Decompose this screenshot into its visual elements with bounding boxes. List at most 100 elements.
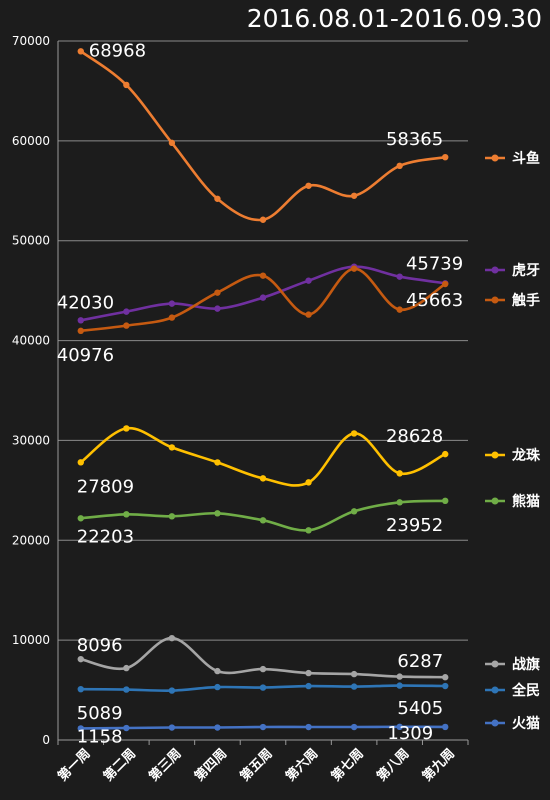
data-point (168, 139, 176, 147)
data-point (259, 665, 267, 673)
data-point (123, 664, 130, 672)
data-point (168, 513, 176, 520)
data-point (168, 687, 176, 694)
data-point (350, 683, 358, 690)
x-tick-label: 第三周 (146, 746, 185, 785)
data-point (123, 686, 130, 693)
data-label: 28628 (386, 426, 443, 447)
data-point (123, 425, 130, 432)
data-label: 40976 (57, 345, 114, 366)
legend-marker (491, 660, 499, 668)
data-label: 45663 (406, 290, 463, 311)
x-tick-label: 第五周 (237, 746, 276, 785)
data-point (77, 685, 84, 693)
y-tick-label: 20000 (12, 533, 50, 547)
data-point (350, 508, 358, 515)
data-point (305, 277, 312, 284)
data-point (442, 497, 449, 505)
data-point (214, 459, 221, 466)
data-point (259, 294, 267, 301)
data-point (77, 725, 84, 732)
data-label: 45739 (406, 253, 463, 274)
legend-marker (491, 497, 499, 505)
data-point (123, 308, 130, 315)
chart-title: 2016.08.01-2016.09.30 (246, 4, 542, 33)
data-point (305, 182, 312, 189)
data-label: 1309 (387, 723, 433, 744)
legend-label: 虎牙 (512, 262, 540, 279)
data-point (350, 265, 358, 272)
data-point (259, 216, 267, 223)
legend-marker (491, 719, 499, 727)
data-point (396, 273, 403, 280)
data-label: 5405 (397, 698, 443, 719)
x-tick-label: 第二周 (100, 746, 139, 785)
data-point (214, 667, 221, 675)
data-point (442, 450, 449, 458)
data-point (305, 527, 312, 534)
x-tick-label: 第一周 (55, 746, 94, 785)
data-point (214, 195, 221, 202)
data-label: 1158 (77, 726, 123, 747)
data-point (442, 723, 449, 731)
data-point (77, 655, 84, 663)
data-point (442, 674, 449, 681)
data-label: 6287 (397, 651, 443, 672)
legend-item: 龙珠 (485, 447, 541, 464)
data-point (214, 510, 221, 517)
data-point (77, 317, 84, 324)
x-tick-label: 第六周 (282, 746, 321, 785)
data-point (123, 322, 130, 329)
x-tick-label: 第八周 (374, 746, 413, 785)
data-point (123, 724, 130, 732)
x-tick-label: 第七周 (328, 746, 367, 785)
data-point (396, 470, 403, 477)
legend-label: 战旗 (512, 656, 540, 673)
data-point (123, 511, 130, 518)
data-point (350, 723, 358, 731)
data-point (396, 306, 403, 313)
data-label: 27809 (77, 476, 134, 497)
data-point (259, 475, 267, 482)
legend-item: 全民 (485, 682, 540, 699)
x-tick-label: 第四周 (191, 746, 230, 785)
data-point (214, 683, 221, 691)
data-point (305, 669, 312, 677)
y-tick-label: 70000 (12, 34, 50, 48)
data-point (123, 81, 130, 89)
data-label: 23952 (386, 515, 443, 536)
legend-marker (491, 451, 499, 459)
data-point (214, 305, 221, 312)
data-point (350, 430, 358, 437)
data-point (305, 723, 312, 731)
data-point (77, 459, 84, 466)
legend-marker (491, 266, 499, 274)
data-point (442, 153, 449, 161)
data-point (396, 499, 403, 506)
data-label: 5089 (77, 703, 123, 724)
legend-label: 熊猫 (512, 493, 540, 510)
y-tick-label: 30000 (12, 433, 50, 447)
legend-label: 斗鱼 (512, 150, 540, 167)
data-point (259, 684, 267, 691)
legend-item: 触手 (485, 292, 540, 309)
legend-label: 全民 (511, 682, 540, 699)
y-tick-label: 60000 (12, 134, 50, 148)
legend-item: 熊猫 (485, 493, 540, 510)
data-point (350, 192, 358, 199)
data-point (77, 515, 84, 522)
data-point (259, 272, 267, 279)
y-tick-label: 10000 (12, 633, 50, 647)
legend-label: 火猫 (512, 715, 540, 732)
legend-marker (491, 154, 499, 162)
legend-item: 火猫 (485, 715, 540, 732)
legend-marker (491, 686, 499, 694)
data-point (442, 280, 449, 288)
data-point (168, 314, 176, 321)
legend-label: 龙珠 (511, 447, 541, 464)
data-point (168, 300, 176, 307)
data-label: 42030 (57, 292, 114, 313)
data-label: 8096 (77, 635, 123, 656)
data-point (442, 682, 449, 690)
legend-label: 触手 (511, 292, 540, 309)
